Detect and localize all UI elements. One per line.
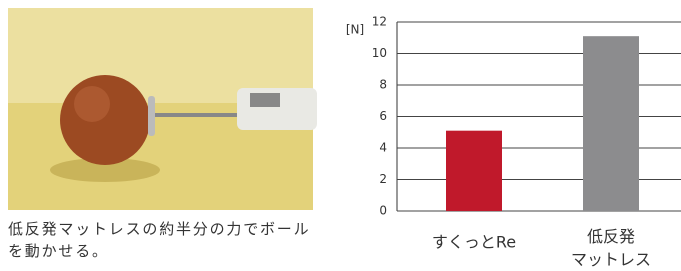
y-tick-label: 2	[379, 172, 387, 186]
page: [N] 0 2 4 6 8 10 12 すくっとRe 低反発マットレス 低反発マットレスの約半分…	[0, 0, 681, 271]
y-tick-label: 10	[372, 46, 387, 60]
y-tick-label: 6	[379, 109, 387, 123]
y-tick-label: 8	[379, 78, 387, 92]
bar	[583, 36, 639, 211]
y-tick-label: 12	[372, 15, 387, 29]
y-tick-label: 0	[379, 204, 387, 218]
bar	[446, 131, 502, 211]
x-tick-label: 低反発マットレス	[571, 227, 651, 269]
y-axis-label: [N]	[346, 23, 364, 37]
photo-caption: 低反発マットレスの約半分の力でボールを動かせる。	[8, 218, 318, 262]
x-tick-label: すくっとRe	[432, 233, 516, 252]
photo	[8, 8, 317, 210]
y-tick-label: 4	[379, 141, 387, 155]
